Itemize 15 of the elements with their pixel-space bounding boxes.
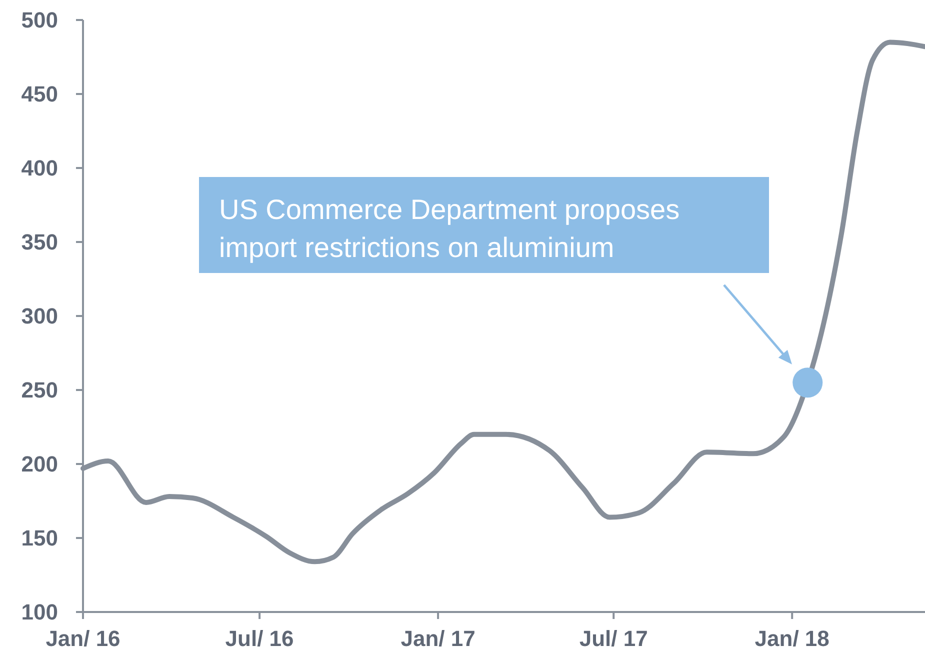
y-tick-label: 200 <box>21 452 58 477</box>
y-tick-label: 100 <box>21 600 58 625</box>
y-tick-label: 500 <box>21 8 58 33</box>
y-tick-label: 150 <box>21 526 58 551</box>
y-tick-label: 250 <box>21 378 58 403</box>
x-tick-label: Jul/ 16 <box>225 626 294 651</box>
annotation: US Commerce Department proposes import restrictions on aluminium <box>219 194 680 263</box>
x-tick-label: Jul/ 17 <box>579 626 648 651</box>
y-tick-label: 300 <box>21 304 58 329</box>
y-tick-label: 350 <box>21 230 58 255</box>
x-tick-label: Jan/ 16 <box>46 626 120 651</box>
y-tick-label: 450 <box>21 82 58 107</box>
x-tick-label: Jan/ 17 <box>400 626 476 651</box>
y-tick-label: 400 <box>21 156 58 181</box>
x-tick-label: Jan/ 18 <box>754 626 830 651</box>
